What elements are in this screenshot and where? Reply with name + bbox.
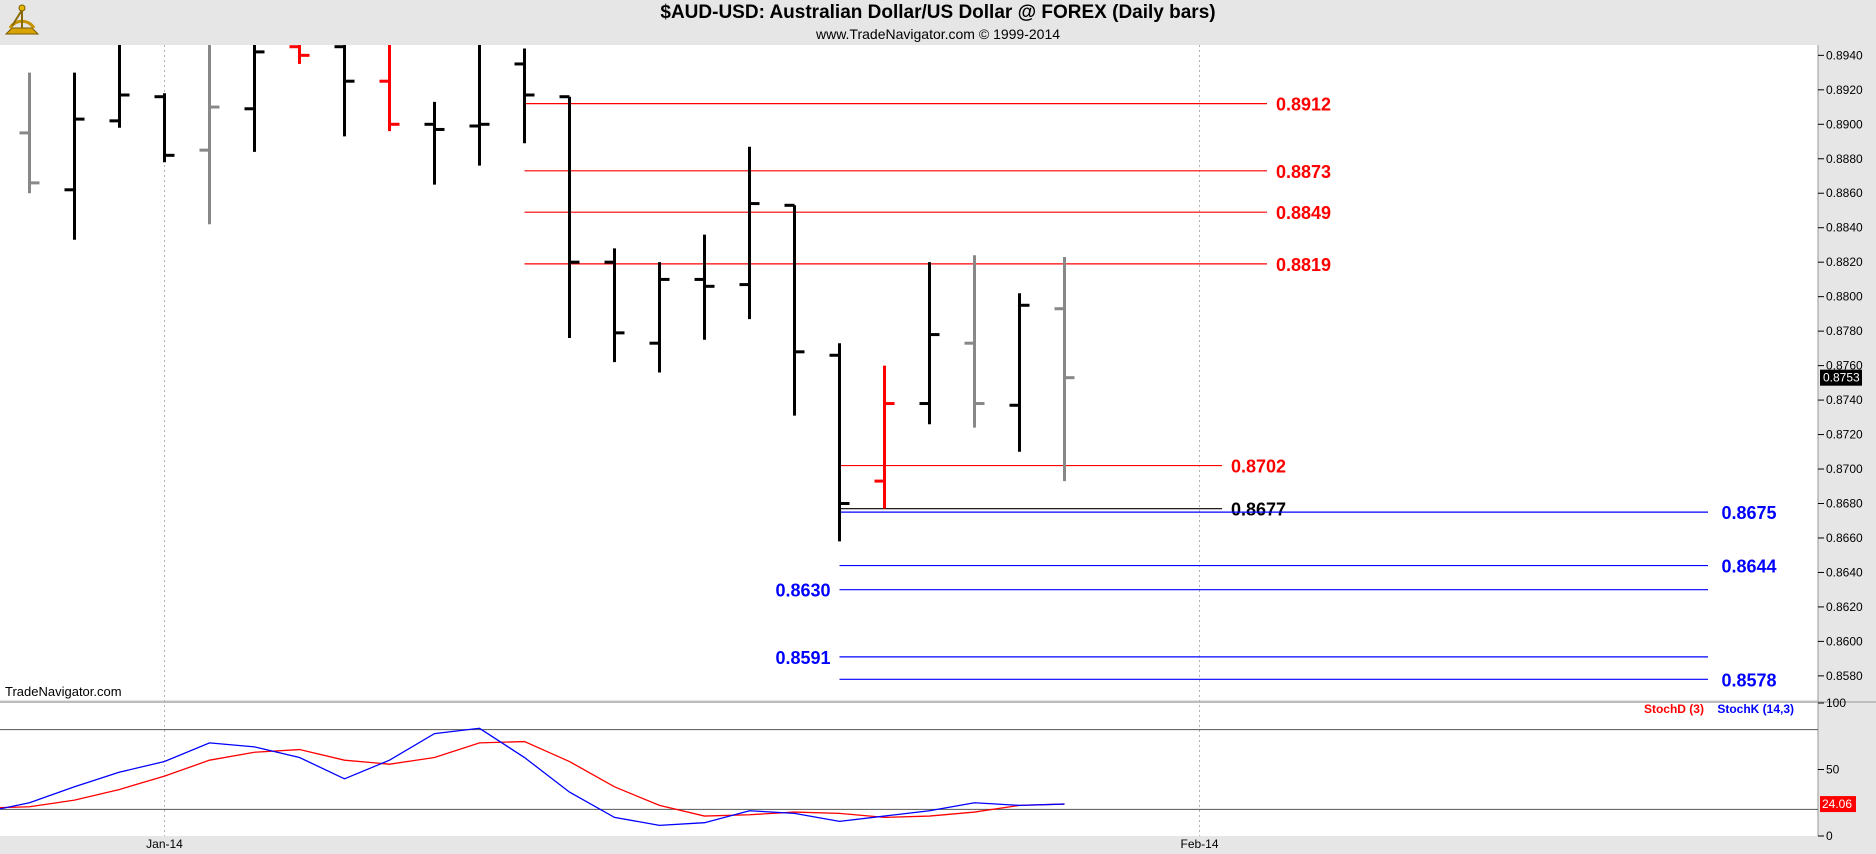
level-label: 0.8644 bbox=[1722, 557, 1777, 577]
stoch-y-tick-label: 0 bbox=[1826, 829, 1833, 843]
x-tick-label: Feb-14 bbox=[1180, 837, 1218, 851]
ohlc-bar bbox=[604, 248, 625, 363]
level-label: 0.8873 bbox=[1276, 162, 1331, 182]
y-tick-label: 0.8820 bbox=[1826, 255, 1863, 269]
legend-stochk: StochK (14,3) bbox=[1717, 702, 1794, 716]
y-tick-label: 0.8880 bbox=[1826, 152, 1863, 166]
ohlc-bar bbox=[559, 95, 580, 339]
y-tick-label: 0.8940 bbox=[1826, 48, 1863, 62]
y-tick-label: 0.8900 bbox=[1826, 117, 1863, 131]
ohlc-bar bbox=[109, 45, 130, 128]
y-tick-label: 0.8860 bbox=[1826, 186, 1863, 200]
ohlc-bar bbox=[514, 48, 535, 144]
y-tick-label: 0.8680 bbox=[1826, 497, 1863, 511]
ohlc-bar bbox=[1009, 293, 1030, 452]
ohlc-bar bbox=[424, 101, 445, 185]
stoch-series-line bbox=[0, 727, 1065, 827]
stoch-value-tag bbox=[1820, 796, 1856, 813]
y-tick-label: 0.8720 bbox=[1826, 428, 1863, 442]
y-tick-label: 0.8640 bbox=[1826, 565, 1863, 579]
indicator-legend: StochD (3) StochK (14,3) bbox=[1634, 702, 1794, 716]
y-tick-label: 0.8760 bbox=[1826, 359, 1863, 373]
ohlc-bar bbox=[739, 146, 760, 320]
y-tick-label: 0.8740 bbox=[1826, 393, 1863, 407]
price-panel bbox=[0, 45, 1818, 700]
y-tick-label: 0.8600 bbox=[1826, 634, 1863, 648]
ohlc-bar bbox=[919, 262, 940, 425]
sextant-logo-icon bbox=[4, 4, 40, 35]
ohlc-bar bbox=[874, 365, 895, 509]
level-label: 0.8819 bbox=[1276, 255, 1331, 275]
last-price-label: 0.8753 bbox=[1823, 371, 1860, 385]
level-label: 0.8702 bbox=[1231, 457, 1286, 477]
legend-stochd: StochD (3) bbox=[1643, 702, 1704, 716]
ohlc-bar bbox=[244, 45, 265, 152]
y-tick-label: 0.8780 bbox=[1826, 324, 1863, 338]
ohlc-bar bbox=[649, 262, 670, 373]
level-label: 0.8675 bbox=[1722, 503, 1777, 523]
y-tick-label: 0.8580 bbox=[1826, 669, 1863, 683]
ohlc-bar bbox=[829, 343, 850, 542]
ohlc-bar bbox=[199, 45, 220, 225]
level-label: 0.8591 bbox=[775, 648, 830, 668]
ohlc-bar bbox=[289, 45, 310, 64]
ohlc-bar bbox=[1054, 257, 1075, 482]
level-label: 0.8630 bbox=[775, 581, 830, 601]
ohlc-bar bbox=[964, 255, 985, 428]
level-label: 0.8849 bbox=[1276, 203, 1331, 223]
y-tick-label: 0.8700 bbox=[1826, 462, 1863, 476]
ohlc-bar bbox=[469, 45, 490, 166]
stoch-y-tick-label: 50 bbox=[1826, 763, 1840, 777]
x-tick-label: Jan-14 bbox=[146, 837, 183, 851]
ohlc-bar bbox=[334, 45, 355, 137]
level-label: 0.8677 bbox=[1231, 500, 1286, 520]
oscillator-panel bbox=[0, 703, 1818, 836]
y-tick-label: 0.8840 bbox=[1826, 221, 1863, 235]
level-label: 0.8912 bbox=[1276, 95, 1331, 115]
stoch-y-tick-label: 100 bbox=[1826, 696, 1846, 710]
ohlc-bar bbox=[154, 93, 175, 163]
last-price-tag bbox=[1820, 369, 1862, 386]
y-tick-label: 0.8800 bbox=[1826, 290, 1863, 304]
chart-subtitle: www.TradeNavigator.com © 1999-2014 bbox=[815, 26, 1061, 42]
y-tick-label: 0.8620 bbox=[1826, 600, 1863, 614]
level-label: 0.8578 bbox=[1722, 670, 1777, 690]
y-tick-label: 0.8660 bbox=[1826, 531, 1863, 545]
ohlc-bar bbox=[19, 72, 40, 194]
y-tick-label: 0.8920 bbox=[1826, 83, 1863, 97]
chart-title: $AUD-USD: Australian Dollar/US Dollar @ … bbox=[660, 2, 1216, 23]
ohlc-bar bbox=[64, 72, 85, 240]
ohlc-bar bbox=[784, 203, 805, 416]
ohlc-bar bbox=[694, 234, 715, 340]
stoch-value-label: 24.06 bbox=[1822, 797, 1852, 811]
watermark-text: TradeNavigator.com bbox=[5, 684, 122, 699]
ohlc-bar bbox=[379, 45, 400, 132]
